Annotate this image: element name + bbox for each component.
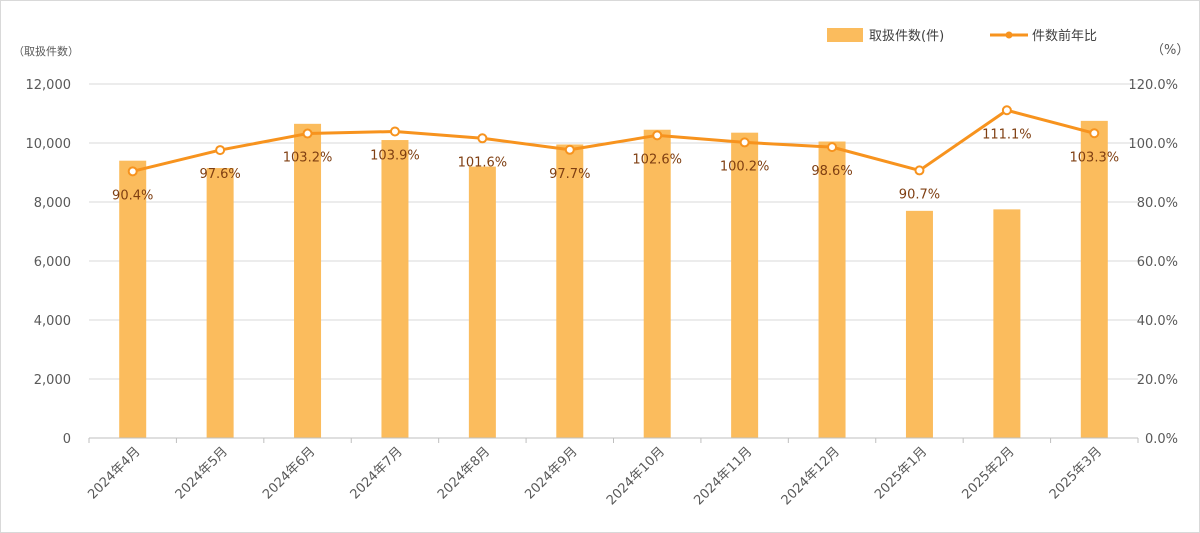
left-tick-label: 0	[63, 432, 71, 447]
right-tick-label: 120.0%	[1128, 78, 1178, 93]
line-point	[1001, 105, 1012, 116]
left-tick-label: 10,000	[26, 137, 72, 152]
right-tick-label: 60.0%	[1137, 255, 1178, 270]
bar	[294, 123, 322, 438]
bar	[731, 132, 759, 439]
line-point	[127, 166, 138, 177]
right-tick-label: 80.0%	[1137, 196, 1178, 211]
category-label: 2025年2月	[959, 444, 1017, 502]
line-point	[652, 130, 663, 141]
data-label: 100.2%	[720, 159, 770, 174]
category-label: 2024年12月	[779, 444, 843, 508]
category-label: 2024年11月	[691, 444, 755, 508]
legend-bar-swatch	[827, 28, 863, 42]
data-label: 103.3%	[1070, 150, 1120, 165]
left-tick-label: 8,000	[34, 196, 71, 211]
line-point	[477, 133, 488, 144]
category-label: 2024年6月	[260, 444, 318, 502]
data-label: 101.6%	[458, 155, 508, 170]
data-label: 102.6%	[632, 152, 682, 167]
legend-bar-label: 取扱件数(件)	[869, 29, 944, 44]
line-point	[1089, 128, 1100, 139]
bar	[556, 144, 584, 438]
right-tick-label: 100.0%	[1128, 137, 1178, 152]
left-tick-label: 4,000	[34, 314, 71, 329]
category-label: 2025年1月	[872, 444, 930, 502]
category-label: 2024年8月	[435, 444, 493, 502]
legend-line-label: 件数前年比	[1032, 28, 1097, 44]
bar-series	[119, 120, 1108, 439]
bar	[119, 160, 147, 438]
left-axis-unit-label: （取扱件数）	[13, 44, 79, 58]
data-label: 97.6%	[199, 167, 240, 182]
category-label: 2024年5月	[173, 444, 231, 502]
category-label: 2025年3月	[1047, 444, 1105, 502]
data-label: 97.7%	[549, 167, 590, 182]
legend: 取扱件数(件) 件数前年比	[827, 28, 1097, 44]
line-series: 90.4% 97.6% 103.2% 103.9% 101.6% 97.7% 102.6% 1…	[112, 105, 1120, 203]
line-point	[302, 128, 313, 139]
line-point	[914, 165, 925, 176]
bar	[643, 129, 671, 438]
bar	[468, 166, 496, 438]
left-tick-label: 6,000	[34, 255, 71, 270]
data-label: 103.2%	[283, 151, 333, 166]
data-label: 90.4%	[112, 188, 153, 203]
bar	[206, 168, 234, 438]
line-point	[389, 126, 400, 137]
line-point	[827, 142, 838, 153]
category-label: 2024年4月	[85, 444, 143, 502]
data-label: 103.9%	[370, 148, 420, 163]
right-axis-unit-label: （%）	[1151, 43, 1189, 58]
bar	[1080, 120, 1108, 438]
right-tick-label: 20.0%	[1137, 373, 1178, 388]
line-point	[739, 137, 750, 148]
series-line	[132, 108, 1095, 173]
left-tick-label: 2,000	[34, 373, 71, 388]
bar	[381, 140, 409, 439]
legend-line-marker	[1005, 31, 1013, 39]
data-label: 90.7%	[899, 187, 940, 202]
data-label: 98.6%	[811, 164, 852, 179]
right-tick-label: 40.0%	[1137, 314, 1178, 329]
line-point	[215, 145, 226, 156]
bar	[993, 209, 1021, 438]
category-label: 2024年9月	[522, 444, 580, 502]
left-tick-label: 12,000	[26, 78, 72, 93]
bar	[905, 210, 933, 438]
right-tick-label: 0.0%	[1145, 432, 1178, 447]
data-label: 111.1%	[982, 127, 1032, 142]
category-label: 2024年7月	[348, 444, 406, 502]
category-label: 2024年10月	[604, 444, 668, 508]
line-point	[564, 144, 575, 155]
bar	[818, 141, 846, 438]
